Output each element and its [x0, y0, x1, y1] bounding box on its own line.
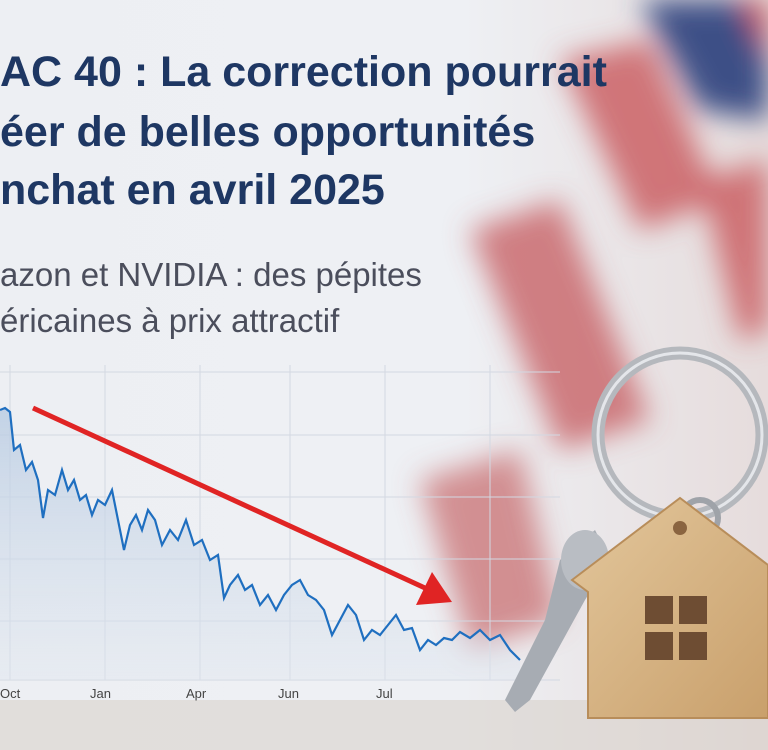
- chart-area: [0, 408, 520, 680]
- chart-line: [0, 406, 521, 661]
- headline-line: AC 40 : La correction pourrait: [0, 48, 607, 96]
- x-label: Jul: [376, 686, 393, 701]
- headline-line: nchat en avril 2025: [0, 166, 385, 214]
- x-label: Apr: [186, 686, 207, 701]
- x-label: Jan: [90, 686, 111, 701]
- subheadline-line: azon et NVIDIA : des pépites: [0, 256, 422, 293]
- x-label: Oct: [0, 686, 21, 701]
- x-label: Jun: [278, 686, 299, 701]
- trend-arrow: [31, 405, 452, 605]
- headline-line: éer de belles opportunités: [0, 108, 536, 156]
- keys: [505, 346, 768, 712]
- subheadline-line: éricaines à prix attractif: [0, 302, 340, 339]
- house-keychain: [570, 496, 768, 719]
- flag: [420, 0, 768, 650]
